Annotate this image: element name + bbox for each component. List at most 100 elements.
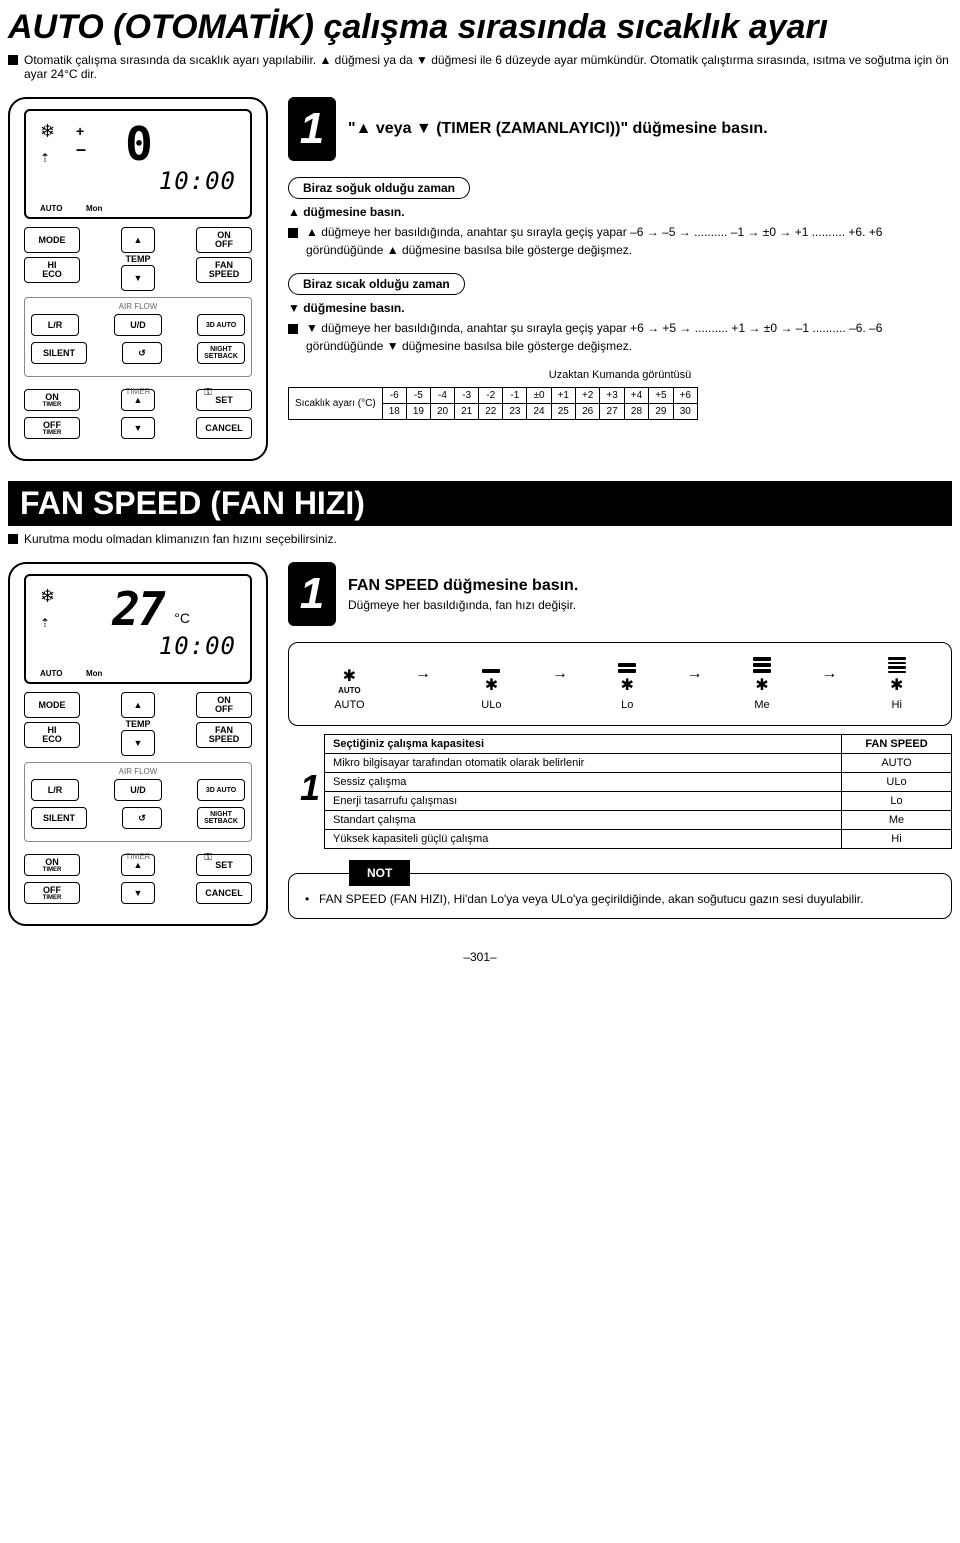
pointer-1: 1 [300,767,320,809]
temp-down-button[interactable]: ▼ [121,730,155,756]
mode-icon: ❄ [40,121,55,142]
fan-speed-diagram: ✱AUTO AUTO → ✱ ULo → ✱ Lo → ✱ Me → ✱ Hi [288,642,952,726]
temp-label: TEMP [125,254,150,264]
arrow-icon: → [415,665,431,683]
bullet-icon [8,534,18,544]
lr-button[interactable]: L/R [31,314,79,336]
temp-label: TEMP [125,719,150,729]
cold-press: ▲ düğmesine basın. [288,205,952,219]
intro-text: Otomatik çalışma sırasında da sıcaklık a… [24,53,952,81]
fan-icon: ✱ [890,675,903,695]
fan-speed-button[interactable]: FANSPEED [196,722,252,748]
temp-table-title: Uzaktan Kumanda görüntüsü [288,369,952,381]
swing-button[interactable]: ↺ [122,342,162,364]
timer-label: TIMER [126,387,151,396]
ud-button[interactable]: U/D [114,779,162,801]
table-rowhead: Sıcaklık ayarı (°C) [289,388,383,420]
swing-button[interactable]: ↺ [122,807,162,829]
lcd-temp: 0 [125,117,151,171]
night-setback-button[interactable]: NIGHTSETBACK [197,342,245,364]
lcd-temp: 27 [112,582,163,636]
cold-desc: ▲ düğmeye her basıldığında, anahtar şu s… [288,223,952,259]
signal-icon: ⇡ [40,616,50,630]
bullet-icon [288,324,298,334]
signal-icon: ⇡ [40,151,50,165]
table-row: Sessiz çalışmaULo [325,773,952,792]
remote-control-2: ❄ ⇡ 27 °C 10:00 AUTO Mon MODE HIECO ▲ TE… [8,562,268,926]
on-timer-button[interactable]: ONTIMER [24,389,80,411]
fan-icon: ✱ [343,666,356,686]
cold-pill: Biraz soğuk olduğu zaman [288,177,470,199]
step-number: 1 [288,97,336,161]
hi-eco-button[interactable]: HIECO [24,257,80,283]
table-row: Enerji tasarrufu çalışmasıLo [325,792,952,811]
hot-pill: Biraz sıcak olduğu zaman [288,273,465,295]
lcd-display: ❄ ⇡ + – 0 10:00 AUTO Mon [24,109,252,219]
temp-down-button[interactable]: ▼ [121,265,155,291]
key-icon: ⚿ [204,387,212,398]
table-row: Standart çalışmaMe [325,811,952,830]
fan-ulo: ✱ ULo [481,657,501,711]
key-icon: ⚿ [204,852,212,863]
temp-up-button[interactable]: ▲ [121,227,155,253]
fan-me: ✱ Me [753,657,771,711]
fan-icon: ✱ [485,675,498,695]
step-text: FAN SPEED düğmesine basın. [348,577,578,595]
page-number: –301– [8,950,952,964]
on-off-button[interactable]: ONOFF [196,227,252,253]
lcd-time: 10:00 [159,167,236,195]
off-timer-button[interactable]: OFFTIMER [24,417,80,439]
ud-button[interactable]: U/D [114,314,162,336]
note-box: NOT FAN SPEED (FAN HIZI), Hi'dan Lo'ya v… [288,873,952,919]
cancel-button[interactable]: CANCEL [196,417,252,439]
capacity-table: Seçtiğiniz çalışma kapasitesiFAN SPEED M… [324,734,952,849]
note-badge: NOT [349,860,410,886]
bullet-icon [8,55,18,65]
timer-label: TIMER [126,852,151,861]
night-setback-button[interactable]: NIGHTSETBACK [197,807,245,829]
mode-button[interactable]: MODE [24,227,80,253]
table-row: Yüksek kapasiteli güçlü çalışmaHi [325,830,952,849]
timer-down-button[interactable]: ▼ [121,882,155,904]
temp-up-button[interactable]: ▲ [121,692,155,718]
arrow-icon: → [552,665,568,683]
hot-press: ▼ düğmesine basın. [288,301,952,315]
lcd-auto: AUTO [40,669,63,678]
3d-auto-button[interactable]: 3D AUTO [197,314,245,336]
step-subtext: Düğmeye her basıldığında, fan hızı değiş… [348,598,578,612]
table-row: Mikro bilgisayar tarafından otomatik ola… [325,754,952,773]
mode-icon: ❄ [40,586,55,607]
step-text: "▲ veya ▼ (TIMER (ZAMANLAYICI))" düğmesi… [348,120,768,138]
note-text: FAN SPEED (FAN HIZI), Hi'dan Lo'ya veya … [305,892,935,906]
airflow-label: AIR FLOW [31,767,245,776]
cancel-button[interactable]: CANCEL [196,882,252,904]
airflow-label: AIR FLOW [31,302,245,311]
section2-intro: Kurutma modu olmadan klimanızın fan hızı… [8,532,952,546]
step-number: 1 [288,562,336,626]
on-timer-button[interactable]: ONTIMER [24,854,80,876]
remote-control-1: ❄ ⇡ + – 0 10:00 AUTO Mon MODE HIECO ▲ TE… [8,97,268,461]
lr-button[interactable]: L/R [31,779,79,801]
fan-lo: ✱ Lo [618,657,636,711]
fan-icon: ✱ [755,675,768,695]
fan-speed-button[interactable]: FANSPEED [196,257,252,283]
fan-hi: ✱ Hi [888,657,906,711]
on-off-button[interactable]: ONOFF [196,692,252,718]
silent-button[interactable]: SILENT [31,807,87,829]
section1-intro: Otomatik çalışma sırasında da sıcaklık a… [8,53,952,81]
fan-auto: ✱AUTO AUTO [334,657,364,711]
arrow-icon: → [687,665,703,683]
mode-button[interactable]: MODE [24,692,80,718]
silent-button[interactable]: SILENT [31,342,87,364]
3d-auto-button[interactable]: 3D AUTO [197,779,245,801]
lcd-day: Mon [86,669,102,678]
hi-eco-button[interactable]: HIECO [24,722,80,748]
timer-down-button[interactable]: ▼ [121,417,155,439]
off-timer-button[interactable]: OFFTIMER [24,882,80,904]
plus-icon: + [76,123,84,139]
lcd-day: Mon [86,204,102,213]
lcd-time: 10:00 [159,632,236,660]
hot-desc: ▼ düğmeye her basıldığında, anahtar şu s… [288,319,952,355]
lcd-auto: AUTO [40,204,63,213]
arrow-icon: → [821,665,837,683]
